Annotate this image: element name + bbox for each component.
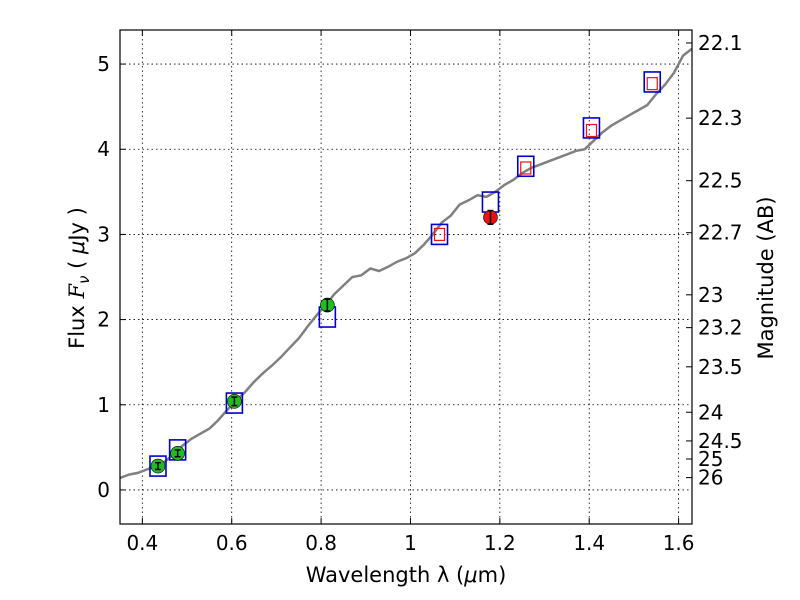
x-tick-label: 1.2 <box>484 531 516 555</box>
nir-photometry-square <box>646 77 658 91</box>
x-tick-label: 0.8 <box>305 531 337 555</box>
model-photometry-square <box>643 71 662 93</box>
y-tick-label: 3 <box>97 222 110 246</box>
right-axis-label: Magnitude (AB) <box>754 196 778 359</box>
y-tick-label: 5 <box>97 52 110 76</box>
model-photometry-square <box>430 223 449 246</box>
nir-photometry-square <box>585 123 598 138</box>
y-tick-label: 0 <box>97 478 110 502</box>
x-tick-label: 1.6 <box>663 531 695 555</box>
x-tick-label: 1 <box>404 531 417 555</box>
mag-tick-label: 24.5 <box>698 429 743 453</box>
plot-area <box>120 47 692 480</box>
mag-tick-label: 22.3 <box>698 106 743 130</box>
mag-tick-label: 22.5 <box>698 169 743 193</box>
y-axis-label: Flux Fν ( μJy ) <box>65 207 93 349</box>
model-photometry-square <box>516 155 535 178</box>
model-photometry-square <box>582 117 601 139</box>
sed-line <box>120 47 692 480</box>
axis-ticks: 0.4 0.6 0.8 1 1.2 1.4 1.601234522.122.322.522.… <box>97 30 743 555</box>
plot-frame <box>119 29 693 525</box>
x-tick-label: 0.6 <box>216 531 248 555</box>
mag-tick-label: 23 <box>698 283 723 307</box>
nir-photometry-square <box>520 161 532 175</box>
mag-tick-label: 26 <box>698 466 723 490</box>
y-tick-label: 1 <box>97 393 110 417</box>
mag-tick-label: 22.1 <box>698 31 743 55</box>
model-photometry-square <box>225 392 244 414</box>
x-tick-label: 0.4 <box>126 531 158 555</box>
mag-tick-label: 23.5 <box>698 355 743 379</box>
x-tick-label: 1.4 <box>573 531 605 555</box>
y-tick-label: 2 <box>97 308 110 332</box>
nir-photometry-square <box>433 227 446 242</box>
mag-tick-label: 22.7 <box>698 221 743 245</box>
y-tick-label: 4 <box>97 137 110 161</box>
mag-tick-label: 23.2 <box>698 316 743 340</box>
grid <box>120 30 692 524</box>
mag-tick-label: 24 <box>698 400 723 424</box>
mag-tick-label: 25 <box>698 447 723 471</box>
model-photometry-square <box>149 455 167 477</box>
x-axis-label: Wavelength λ (μm) <box>306 563 507 587</box>
